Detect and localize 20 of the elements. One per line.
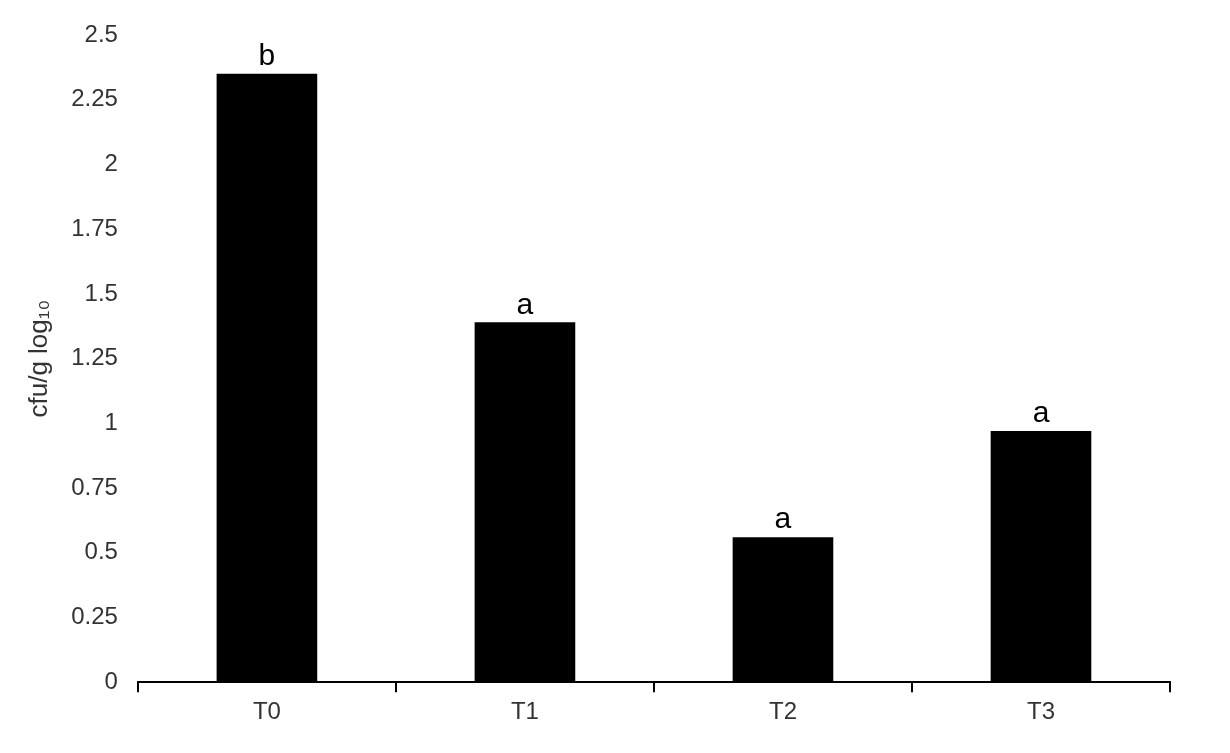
x-tick-label: T3 [1026, 697, 1055, 725]
y-tick-label: 0.75 [71, 472, 118, 500]
y-tick-label: 0.5 [84, 537, 118, 565]
y-tick-label: 0 [104, 666, 118, 694]
y-tick-label: 1.5 [84, 278, 118, 306]
x-tick-label: T1 [510, 697, 539, 725]
x-tick-label: T2 [768, 697, 797, 725]
x-tick-label: T0 [252, 697, 281, 725]
y-tick-label: 2.25 [71, 84, 118, 112]
annotation: a [774, 501, 792, 535]
annotation: a [516, 286, 534, 320]
y-tick-label: 1 [104, 407, 118, 435]
annotation: b [258, 38, 276, 72]
y-tick-label: 0.25 [71, 602, 118, 630]
y-axis-title: cfu/g log₁₀ [22, 299, 53, 418]
y-tick-label: 2 [104, 149, 118, 177]
y-tick-label: 2.5 [84, 19, 118, 47]
y-tick-label: 1.25 [71, 343, 118, 371]
y-tick-label: 1.75 [71, 213, 118, 241]
annotation: a [1032, 395, 1050, 429]
